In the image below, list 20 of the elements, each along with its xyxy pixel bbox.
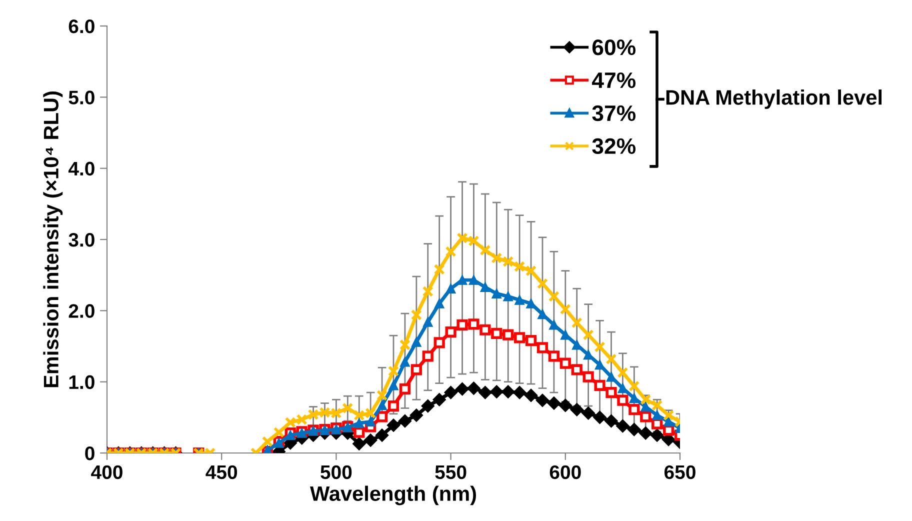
y-tick-label: 4.0 [68, 162, 94, 176]
x-tick-label: 550 [435, 465, 466, 480]
legend-label: 37% [592, 105, 636, 122]
legend-label: 60% [592, 39, 636, 56]
y-tick-label: 0 [85, 446, 94, 460]
y-tick-label: 1.0 [69, 375, 94, 390]
x-tick-label: 500 [320, 465, 352, 480]
x-tick-label: 650 [664, 465, 696, 480]
x-axis-title: Wavelength (nm) [310, 486, 476, 506]
x-tick-label: 400 [91, 465, 122, 480]
x-tick-label: 600 [550, 465, 581, 480]
y-tick-label: 3.0 [68, 232, 94, 247]
y-tick-label: 6.0 [68, 19, 94, 34]
x-tick-label: 450 [206, 465, 238, 480]
legend-label: 32% [592, 138, 636, 154]
legend-title: DNA Methylation level [666, 90, 882, 109]
y-tick-label: 5.0 [68, 90, 94, 104]
y-tick-label: 2.0 [68, 304, 94, 318]
y-axis-title: Emission intensity (×10⁴ RLU) [43, 92, 63, 388]
legend-label: 47% [592, 72, 636, 88]
